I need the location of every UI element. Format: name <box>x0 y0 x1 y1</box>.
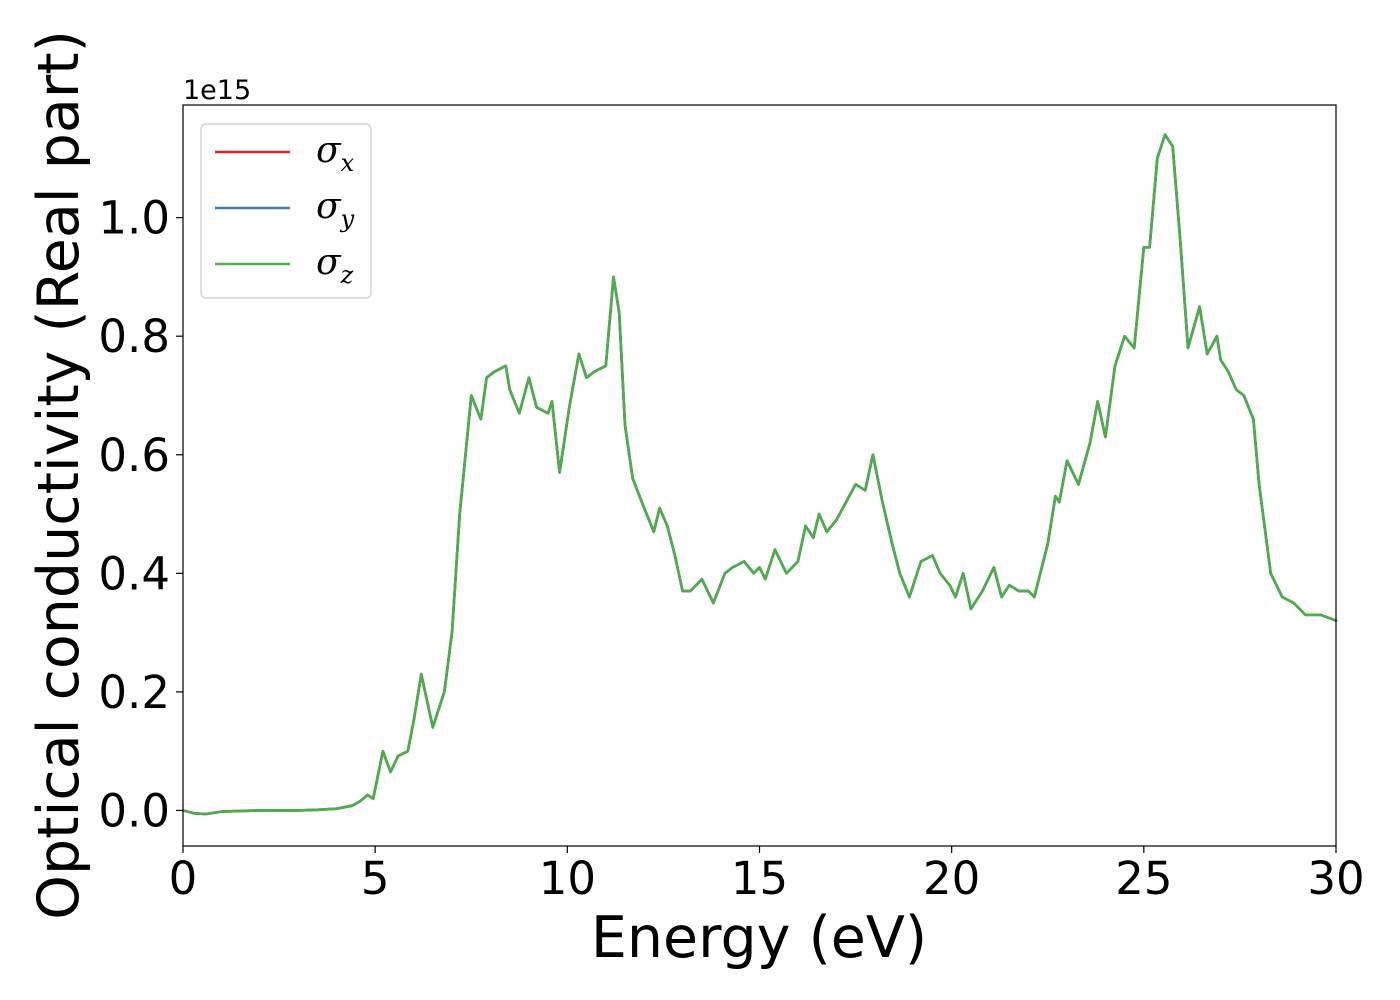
x-tick-label: 5 <box>361 852 390 905</box>
y-axis-title: Optical conductivity (Real part) <box>26 30 92 920</box>
y-tick-label: 0.0 <box>98 784 170 837</box>
y-axis-ticks: 0.0 0.2 0.4 0.6 0.8 1.0 <box>98 192 183 837</box>
y-tick-label: 0.8 <box>98 310 170 363</box>
y-tick-label: 0.6 <box>98 429 170 482</box>
legend-box <box>200 123 372 299</box>
y-tick-label: 0.2 <box>98 666 170 719</box>
legend-label-y: σy <box>316 186 355 233</box>
x-tick-label: 25 <box>1115 852 1172 905</box>
x-axis-ticks: 0 5 10 15 20 25 30 <box>169 846 1365 905</box>
x-axis-title: Energy (eV) <box>591 905 927 971</box>
y-tick-label: 0.4 <box>98 547 170 600</box>
y-tick-label: 1.0 <box>98 192 170 245</box>
y-axis-offset-text: 1e15 <box>183 75 251 106</box>
x-tick-label: 20 <box>923 852 980 905</box>
x-tick-label: 30 <box>1307 852 1364 905</box>
x-tick-label: 10 <box>539 852 596 905</box>
x-tick-label: 15 <box>731 852 788 905</box>
legend-entries: σx σy σz <box>215 130 355 289</box>
series-layer <box>181 133 1338 816</box>
legend-label-z: σz <box>316 242 354 289</box>
x-tick-label: 0 <box>169 852 198 905</box>
legend-label-x: σx <box>316 130 355 177</box>
series-line-σz <box>181 133 1338 816</box>
legend: σx σy σz <box>200 123 372 299</box>
